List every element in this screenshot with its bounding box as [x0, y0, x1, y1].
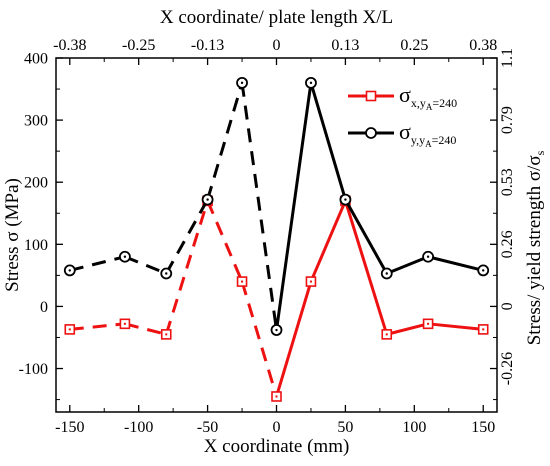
series-2-segment	[386, 255, 429, 275]
series-1-point-dot	[385, 333, 388, 336]
x-tick-label: 50	[337, 419, 353, 436]
series-2-point-dot	[385, 272, 388, 275]
right-tick-label: 0.79	[499, 106, 516, 134]
series-1-point-dot	[427, 322, 430, 325]
series-2-segment	[427, 255, 484, 272]
x-tick-label: 150	[471, 419, 495, 436]
top-tick-label: 0.25	[400, 37, 428, 54]
legend-label-2-part: σ	[399, 119, 411, 144]
legend-label-1-part: x,y	[411, 96, 426, 110]
legend-marker-2	[365, 127, 377, 139]
series-1-segment	[69, 322, 126, 331]
series-2-point-dot	[165, 272, 168, 275]
series-1-point-dot	[309, 280, 312, 283]
x-tick-label: 0	[273, 419, 281, 436]
right-tick-label: 0	[499, 302, 516, 310]
series-1-point-dot	[68, 328, 71, 331]
series-2-point-dot	[482, 269, 485, 272]
series-1-point-dot	[275, 395, 278, 398]
series-2-point-dot	[68, 269, 71, 272]
series-1-point-dot	[123, 322, 126, 325]
series-2-point-dot	[275, 328, 278, 332]
series-2-segment	[206, 82, 244, 201]
series-1-segment	[240, 281, 278, 397]
series-2-point-dot	[344, 198, 347, 201]
legend-label-2-part: y,y	[411, 133, 425, 147]
series-2-point-dot	[123, 255, 127, 258]
series-2-segment	[69, 255, 126, 272]
series-2-segment	[240, 82, 278, 331]
series-2-segment	[124, 255, 167, 275]
series-1-segment	[427, 322, 484, 331]
top-axis-title: X coordinate/ plate length X/L	[160, 7, 393, 28]
series-1-segment	[164, 200, 210, 335]
series-2-point-dot	[206, 198, 209, 201]
series-1-segment	[386, 322, 429, 336]
series-1-segment	[275, 281, 313, 397]
top-tick-label: 0	[273, 37, 281, 54]
y-tick-label: 400	[24, 51, 48, 68]
y-tick-label: 100	[24, 237, 48, 254]
right-axis-title-sub: s	[533, 150, 547, 155]
series-2-point-dot	[309, 81, 313, 85]
axes-layer: -150 -100 -50 0 50 100 150 -0.38 -0.25 -0.13 0 0.13…	[2, 7, 547, 457]
legend-label-2: σy,yA=240	[399, 119, 456, 149]
top-tick-label: -0.25	[122, 37, 155, 54]
top-tick-label: 0.38	[469, 37, 497, 54]
top-tick-label: -0.13	[191, 37, 224, 54]
series-2-point-dot	[426, 255, 430, 258]
legend-label-1-part: A	[426, 102, 433, 112]
right-axis-title-main: Stress/ yield strength σ/σ	[524, 155, 545, 345]
y-tick-label: 0	[40, 299, 48, 316]
right-tick-label: 0.53	[499, 168, 516, 196]
series-2-segment	[344, 198, 389, 275]
series-1-point-dot	[482, 328, 485, 331]
right-tick-label: 0.26	[499, 230, 516, 258]
x-tick-label: -150	[55, 419, 84, 436]
top-tick-label: -0.38	[53, 37, 86, 54]
x-tick-label: -50	[197, 419, 218, 436]
legend-label-2-part: =240	[432, 133, 457, 147]
series-1-segment	[309, 200, 347, 283]
y-tick-label: 200	[24, 175, 48, 192]
legend-label-2-part: A	[425, 139, 432, 149]
series-2-point-dot	[240, 81, 244, 85]
series-layer	[63, 76, 490, 402]
series-2-segment	[164, 198, 209, 275]
x-tick-label: 100	[402, 419, 426, 436]
series-1-segment	[343, 200, 389, 335]
x-axis-title: X coordinate (mm)	[204, 436, 350, 457]
y-axis-title: Stress σ (MPa)	[2, 178, 23, 292]
legend-marker-1	[365, 90, 377, 102]
y-tick-label: -100	[19, 361, 48, 378]
right-axis-title: Stress/ yield strength σ/σs	[524, 150, 547, 345]
y-tick-label: 300	[24, 113, 48, 130]
series-1-point-dot	[165, 333, 168, 336]
series-2-segment	[309, 82, 347, 201]
series-1-point-dot	[241, 280, 244, 283]
legend-label-1: σx,yA=240	[399, 82, 457, 112]
series-1-segment	[124, 322, 167, 336]
legend-label-1-part: σ	[399, 82, 411, 107]
series-1-segment	[206, 200, 244, 283]
x-tick-label: -100	[124, 419, 153, 436]
right-tick-label: -0.26	[499, 352, 516, 385]
right-tick-label: 1.1	[499, 48, 516, 68]
series-2-segment	[275, 82, 313, 331]
legend-label-1-part: =240	[432, 96, 457, 110]
top-tick-label: 0.13	[331, 37, 359, 54]
